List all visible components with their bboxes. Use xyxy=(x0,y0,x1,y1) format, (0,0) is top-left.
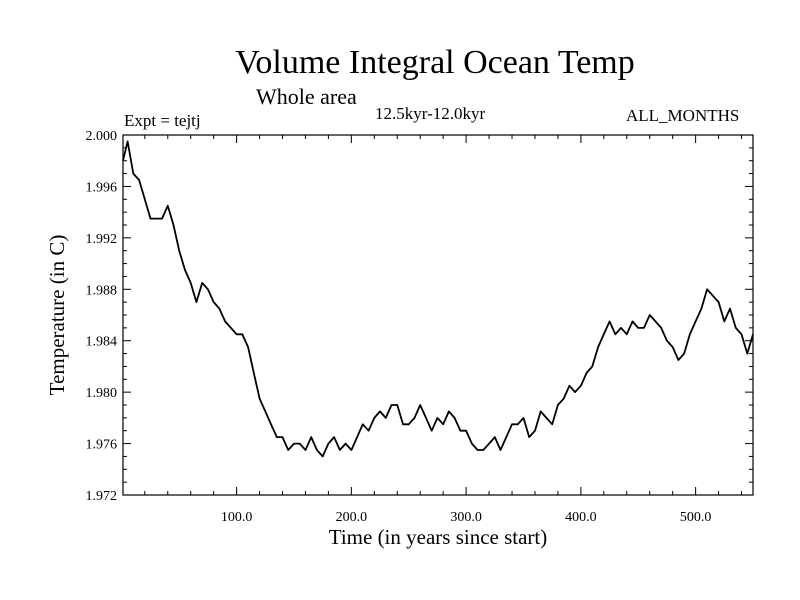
x-tick-label: 200.0 xyxy=(336,510,368,525)
series-line xyxy=(122,140,754,458)
y-axis: 1.972 1.976 1.980 1.984 1.988 1.992 1.996 2.000 xyxy=(86,129,753,504)
x-tick-label: 300.0 xyxy=(450,510,482,525)
x-axis: 100.0 200.0 300.0 400.0 500.0 xyxy=(144,135,743,525)
x-tick-label: 400.0 xyxy=(565,510,597,525)
experiment-label: Expt = tejtj xyxy=(124,111,201,130)
y-tick-label: 1.984 xyxy=(86,335,118,350)
period-label: 12.5kyr-12.0kyr xyxy=(375,104,486,123)
chart-subtitle: Whole area xyxy=(256,84,357,109)
x-axis-label: Time (in years since start) xyxy=(329,525,548,549)
months-label: ALL_MONTHS xyxy=(626,106,740,125)
y-tick-label: 1.992 xyxy=(86,232,118,247)
y-tick-label: 1.996 xyxy=(86,180,118,195)
x-tick-label: 500.0 xyxy=(680,510,712,525)
y-tick-label: 1.980 xyxy=(86,386,118,401)
y-tick-label: 1.972 xyxy=(86,489,118,504)
chart-title: Volume Integral Ocean Temp xyxy=(235,44,635,81)
y-tick-label: 1.988 xyxy=(86,283,118,298)
y-tick-label: 2.000 xyxy=(86,129,118,144)
x-tick-label: 100.0 xyxy=(221,510,253,525)
y-tick-label: 1.976 xyxy=(86,438,118,453)
y-axis-label: Temperature (in C) xyxy=(45,235,69,396)
plot-frame xyxy=(122,134,754,496)
